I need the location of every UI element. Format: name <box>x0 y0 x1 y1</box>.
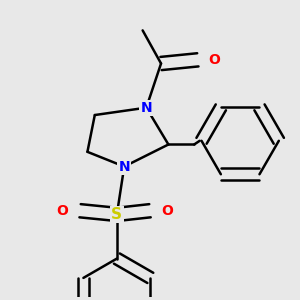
Text: O: O <box>162 204 174 218</box>
Text: N: N <box>118 160 130 174</box>
Text: O: O <box>56 204 68 218</box>
Text: O: O <box>208 53 220 67</box>
Text: N: N <box>140 101 152 115</box>
Text: S: S <box>111 207 122 222</box>
